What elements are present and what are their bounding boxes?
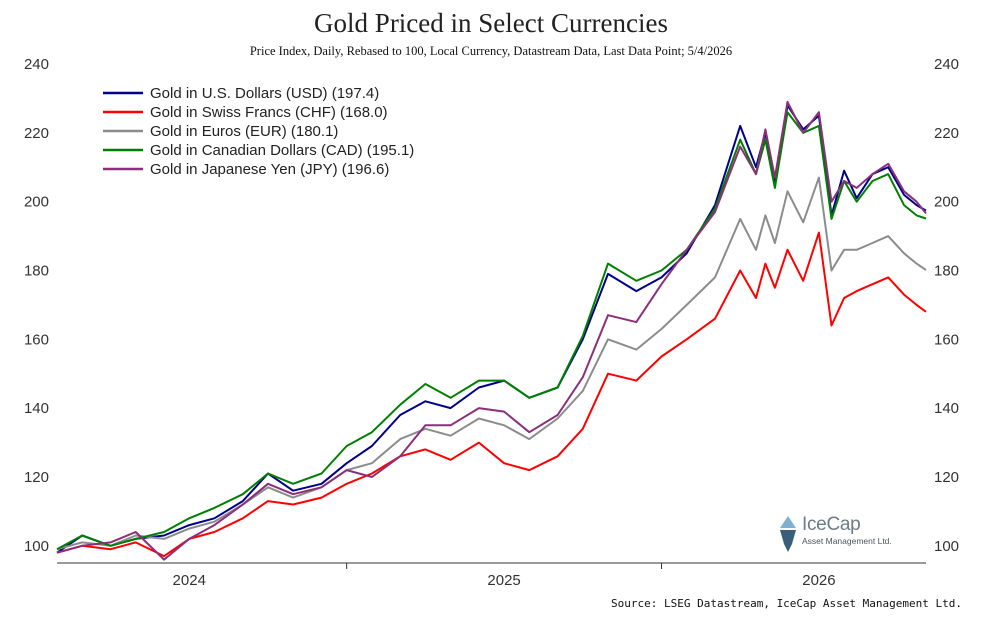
- y-tick-right-200: 200: [934, 194, 959, 211]
- chart-title: Gold Priced in Select Currencies: [314, 8, 668, 38]
- y-tick-right-100: 100: [934, 538, 959, 555]
- logo-subtitle: Asset Management Ltd.: [802, 536, 892, 546]
- y-tick-right-160: 160: [934, 331, 959, 348]
- y-tick-right-240: 240: [934, 56, 959, 73]
- series-line-0: [56, 104, 927, 554]
- series-line-4: [56, 100, 927, 561]
- x-tick-2025: 2025: [487, 572, 520, 589]
- logo-name: IceCap: [802, 514, 861, 535]
- y-tick-right-180: 180: [934, 262, 959, 279]
- series-lines: [56, 100, 927, 561]
- y-tick-left-220: 220: [24, 125, 49, 142]
- legend-label-2: Gold in Euros (EUR) (180.1): [150, 123, 338, 140]
- y-tick-left-240: 240: [24, 56, 49, 73]
- y-tick-right-140: 140: [934, 400, 959, 417]
- legend-label-4: Gold in Japanese Yen (JPY) (196.6): [150, 161, 389, 178]
- legend: Gold in U.S. Dollars (USD) (197.4) Gold i…: [103, 85, 414, 178]
- series-line-3: [56, 111, 927, 551]
- y-tick-left-160: 160: [24, 331, 49, 348]
- x-tick-2026: 2026: [802, 572, 835, 589]
- y-tick-right-120: 120: [934, 469, 959, 486]
- axes: 100 100 120 120 140 140 160 160 180 180 200 200 220 2…: [24, 56, 959, 589]
- series-line-1: [56, 231, 927, 558]
- source-note: Source: LSEG Datastream, IceCap Asset Ma…: [611, 597, 962, 610]
- legend-label-1: Gold in Swiss Francs (CHF) (168.0): [150, 104, 388, 121]
- y-tick-right-220: 220: [934, 125, 959, 142]
- y-tick-left-180: 180: [24, 262, 49, 279]
- legend-label-0: Gold in U.S. Dollars (USD) (197.4): [150, 85, 379, 102]
- x-tick-2024: 2024: [173, 572, 206, 589]
- chart-subtitle: Price Index, Daily, Rebased to 100, Loca…: [249, 44, 733, 58]
- y-tick-left-200: 200: [24, 194, 49, 211]
- y-tick-left-100: 100: [24, 538, 49, 555]
- y-tick-left-120: 120: [24, 469, 49, 486]
- legend-label-3: Gold in Canadian Dollars (CAD) (195.1): [150, 142, 414, 159]
- series-line-2: [56, 176, 927, 551]
- iceberg-icon: [780, 516, 796, 552]
- company-logo: IceCap Asset Management Ltd.: [776, 512, 916, 556]
- y-tick-left-140: 140: [24, 400, 49, 417]
